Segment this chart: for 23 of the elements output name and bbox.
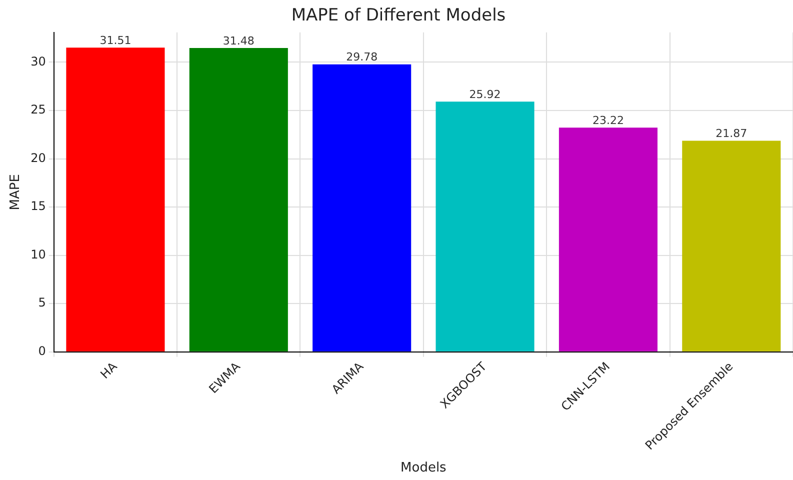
data-label: 31.48 — [222, 34, 254, 48]
bar — [436, 102, 534, 352]
y-tick-label: 15 — [30, 199, 46, 214]
bar — [312, 64, 412, 352]
x-tick-label: HA — [98, 358, 120, 382]
bar — [682, 140, 781, 352]
y-tick-label: 20 — [30, 150, 46, 165]
y-tick-label: 25 — [30, 102, 46, 117]
data-label: 29.78 — [346, 50, 378, 64]
y-tick-label: 10 — [30, 247, 46, 262]
bar — [558, 128, 658, 352]
data-label: 31.51 — [100, 34, 132, 48]
y-tick-label: 30 — [30, 54, 46, 68]
data-label: 23.22 — [592, 114, 624, 128]
y-axis-title: MAPE — [8, 174, 24, 210]
bar — [66, 48, 165, 352]
data-label: 25.92 — [469, 88, 501, 101]
data-label: 21.87 — [716, 127, 748, 140]
y-tick-label: 5 — [38, 296, 46, 310]
x-axis-title: Models — [400, 460, 447, 476]
y-tick-label: 0 — [38, 344, 46, 358]
bar — [189, 48, 288, 352]
chart-title: MAPE of Different Models — [291, 6, 506, 26]
